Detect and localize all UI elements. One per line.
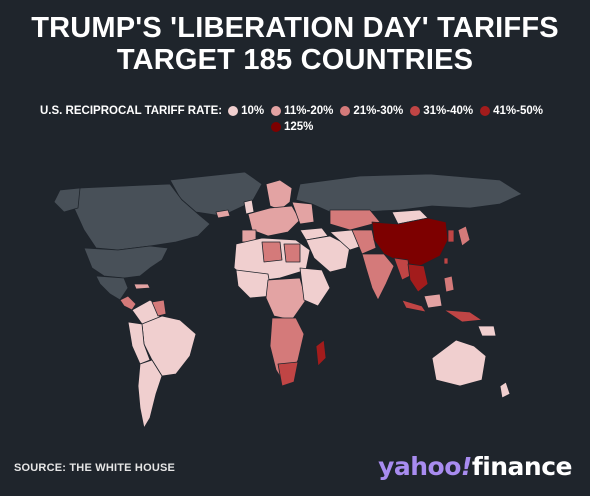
brazil (141, 315, 197, 377)
legend-item-125: 125% (271, 121, 313, 133)
legend-swatch (271, 122, 281, 132)
source-note: SOURCE: THE WHITE HOUSE (14, 462, 176, 474)
guyana (151, 299, 167, 317)
eastern-europe (291, 201, 315, 225)
mexico (95, 275, 129, 301)
libya (283, 243, 301, 263)
iceland (215, 209, 231, 219)
australia (431, 339, 487, 387)
legend-swatch (480, 106, 491, 116)
logo-finance-text: finance (471, 452, 573, 481)
bangladesh-myanmar (393, 257, 411, 281)
headline: TRUMP'S 'LIBERATION DAY' TARIFFS TARGET … (0, 12, 590, 76)
legend-item-21-30: 21%-30% (340, 105, 403, 117)
afghanistan-pakistan (351, 229, 377, 255)
logo-bang-text: ! (460, 452, 472, 481)
korea (447, 229, 455, 243)
scandinavia (265, 179, 293, 211)
indonesia-west (401, 299, 427, 313)
east-africa (299, 267, 331, 307)
yahoo-finance-logo: yahoo!finance (378, 452, 572, 481)
peru-bolivia (127, 321, 151, 365)
west-africa (235, 269, 273, 299)
uk (243, 199, 255, 215)
legend-swatch (340, 106, 351, 116)
papua-new-guinea (477, 325, 497, 337)
central-america (119, 295, 137, 311)
new-zealand (499, 381, 511, 399)
legend-swatch (228, 106, 239, 116)
tariff-legend: U.S. RECIPROCAL TARIFF RATE: 10% 11%-20%… (40, 103, 560, 135)
world-map (53, 171, 523, 429)
alaska (53, 187, 81, 213)
indochina (407, 263, 429, 293)
madagascar (315, 339, 327, 367)
borneo (423, 293, 443, 309)
russia (295, 173, 523, 213)
middle-east (305, 235, 351, 273)
legend-item-10: 10% (228, 105, 264, 117)
legend-swatch (410, 106, 421, 116)
central-africa (265, 277, 307, 321)
legend-item-31-40: 31%-40% (410, 105, 473, 117)
south-africa (277, 361, 299, 387)
headline-line-2: TARGET 185 COUNTRIES (116, 44, 474, 76)
usa (83, 245, 169, 279)
caribbean (133, 283, 151, 290)
legend-title: U.S. RECIPROCAL TARIFF RATE: (40, 105, 223, 117)
china (371, 217, 449, 267)
canada (73, 183, 211, 251)
headline-line-1: TRUMP'S 'LIBERATION DAY' TARIFFS (31, 12, 559, 44)
philippines (443, 275, 455, 293)
argentina-chile (137, 359, 163, 429)
legend-swatch (271, 106, 282, 116)
legend-item-11-20: 11%-20% (271, 105, 333, 117)
legend-item-41-50: 41%-50% (480, 105, 543, 117)
taiwan (443, 257, 449, 265)
india (361, 253, 395, 301)
logo-yahoo-text: yahoo (378, 452, 461, 481)
japan (457, 225, 471, 247)
indonesia-east (443, 309, 483, 323)
kazakhstan (329, 209, 381, 231)
algeria (261, 241, 283, 263)
